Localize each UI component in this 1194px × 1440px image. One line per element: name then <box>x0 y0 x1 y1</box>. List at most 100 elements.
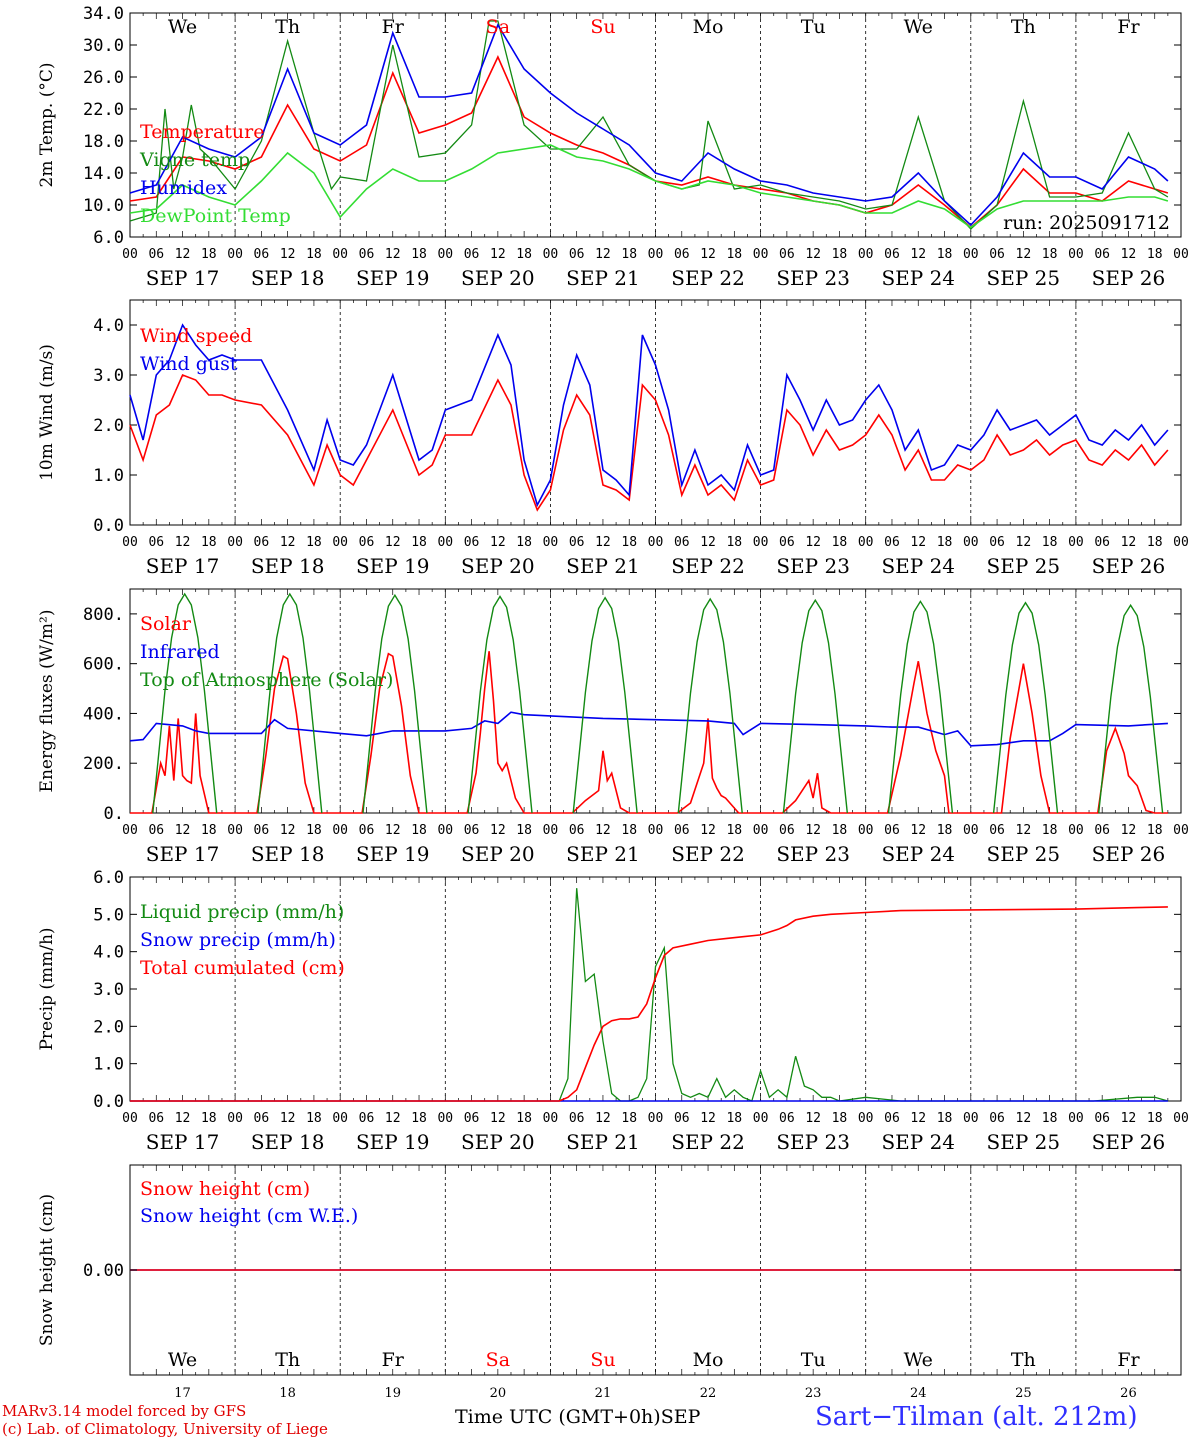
y-tick-label: 3.0 <box>93 980 124 1000</box>
day-number: 26 <box>1120 1386 1137 1401</box>
legend-entry: Temperature <box>140 121 264 143</box>
y-tick-label: 400. <box>83 704 124 724</box>
hour-tick-label: 18 <box>201 823 217 838</box>
day-label: SEP 19 <box>356 1130 430 1154</box>
hour-tick-label: 06 <box>989 535 1005 550</box>
hour-tick-label: 00 <box>1173 823 1189 838</box>
weekday-label: We <box>904 1349 933 1371</box>
day-label: SEP 20 <box>461 554 535 578</box>
hour-tick-label: 06 <box>1094 1111 1110 1126</box>
site-label: Sart−Tilman (alt. 212m) <box>815 1402 1138 1432</box>
weekday-label: Sa <box>486 1349 510 1371</box>
y-axis-label: 10m Wind (m/s) <box>37 344 57 481</box>
y-tick-label: 3.0 <box>93 366 124 386</box>
hour-tick-label: 12 <box>595 247 611 262</box>
day-label: SEP 26 <box>1092 266 1166 290</box>
hour-tick-label: 18 <box>937 535 953 550</box>
hour-tick-label: 06 <box>779 247 795 262</box>
hour-tick-label: 12 <box>385 247 401 262</box>
day-label: SEP 18 <box>251 554 325 578</box>
day-label: SEP 25 <box>987 266 1061 290</box>
legend-entry: Humidex <box>140 177 227 199</box>
hour-tick-label: 00 <box>543 247 559 262</box>
weekday-label: Th <box>1011 1349 1036 1371</box>
day-label: SEP 24 <box>881 842 955 866</box>
hour-tick-label: 00 <box>753 247 769 262</box>
day-label: SEP 17 <box>146 842 220 866</box>
y-tick-label: 4.0 <box>93 316 124 336</box>
hour-tick-label: 06 <box>1094 823 1110 838</box>
weekday-row-top: We Th Fr Sa Su Mo Tu We Th Fr run: 2025091712 <box>168 16 1170 234</box>
panel-frame <box>129 588 1182 814</box>
hour-tick-label: 00 <box>437 1111 453 1126</box>
series-line-top-of-atmosphere-solar- <box>1098 603 1164 814</box>
hour-tick-label: 18 <box>1147 1111 1163 1126</box>
hour-tick-label: 06 <box>569 1111 585 1126</box>
day-label: SEP 19 <box>356 554 430 578</box>
day-label: SEP 22 <box>671 266 745 290</box>
hour-tick-label: 00 <box>858 1111 874 1126</box>
hour-tick-label: 06 <box>254 535 270 550</box>
y-axis-label: Precip (mm/h) <box>37 927 57 1050</box>
x-axis-month: SEP <box>660 1406 701 1428</box>
day-label: SEP 21 <box>566 1130 640 1154</box>
panel-4: Precip (mm/h) 0.0 1.0 2.0 3.0 4.0 5.0 6.0 00 06 12… <box>37 868 1189 1154</box>
hour-tick-label: 00 <box>332 247 348 262</box>
hour-tick-label: 12 <box>385 823 401 838</box>
day-number: 23 <box>805 1386 822 1401</box>
hour-tick-label: 06 <box>464 823 480 838</box>
weekday-label: We <box>168 16 197 38</box>
hour-tick-label: 18 <box>516 1111 532 1126</box>
hour-tick-label: 00 <box>227 247 243 262</box>
hour-tick-label: 18 <box>201 535 217 550</box>
hour-tick-label: 18 <box>306 247 322 262</box>
day-label: SEP 20 <box>461 842 535 866</box>
day-label: SEP 18 <box>251 266 325 290</box>
hour-tick-label: 18 <box>621 247 637 262</box>
day-label: SEP 20 <box>461 1130 535 1154</box>
snow-panel-extras: 0.00 We 17 Th 18 Fr 19 Sa 20 Su 21 Mo 22 Tu 23 We 24 Th 25… <box>83 1261 1181 1401</box>
panel-frame <box>129 299 1182 526</box>
x-axis-label-text: Time UTC (GMT+0h) <box>455 1406 661 1428</box>
hour-tick-label: 12 <box>595 535 611 550</box>
hour-tick-label: 12 <box>595 1111 611 1126</box>
hour-tick-label: 00 <box>543 535 559 550</box>
day-number: 21 <box>595 1386 612 1401</box>
hour-tick-label: 06 <box>884 823 900 838</box>
hour-tick-label: 06 <box>464 1111 480 1126</box>
hour-tick-label: 12 <box>910 535 926 550</box>
series-line-solar <box>130 651 1168 814</box>
series-line-wind-speed <box>129 373 1169 512</box>
y-tick-label: 22.0 <box>83 100 124 120</box>
day-label: SEP 24 <box>881 266 955 290</box>
series-line-top-of-atmosphere-solar- <box>572 596 638 814</box>
hour-tick-label: 18 <box>1042 535 1058 550</box>
day-label: SEP 17 <box>146 266 220 290</box>
hour-tick-label: 00 <box>332 823 348 838</box>
hour-tick-label: 00 <box>122 247 138 262</box>
weekday-label: Sa <box>486 16 510 38</box>
hour-tick-label: 00 <box>1173 247 1189 262</box>
series-line-dewpoint-temp <box>129 144 1169 229</box>
hour-tick-label: 12 <box>700 247 716 262</box>
day-number: 18 <box>279 1386 296 1401</box>
legend-entry: Snow height (cm) <box>140 1178 310 1200</box>
day-number: 17 <box>174 1386 191 1401</box>
series-line-humidex <box>129 23 1169 227</box>
hour-tick-label: 12 <box>175 535 191 550</box>
hour-tick-label: 00 <box>1173 535 1189 550</box>
legend-entry: Wind speed <box>140 325 252 347</box>
hour-tick-label: 00 <box>753 823 769 838</box>
day-label: SEP 23 <box>776 842 850 866</box>
hour-tick-label: 12 <box>1016 823 1032 838</box>
hour-tick-label: 12 <box>490 247 506 262</box>
hour-tick-label: 06 <box>569 247 585 262</box>
hour-tick-label: 06 <box>779 535 795 550</box>
y-tick-label: 0.0 <box>93 1092 124 1112</box>
legend-entry: Top of Atmosphere (Solar) <box>140 669 393 691</box>
hour-tick-label: 00 <box>1068 247 1084 262</box>
hour-tick-label: 12 <box>1016 535 1032 550</box>
series-line-top-of-atmosphere-solar- <box>362 593 428 814</box>
hour-tick-label: 12 <box>1016 1111 1032 1126</box>
series-line-top-of-atmosphere-solar- <box>257 592 323 814</box>
